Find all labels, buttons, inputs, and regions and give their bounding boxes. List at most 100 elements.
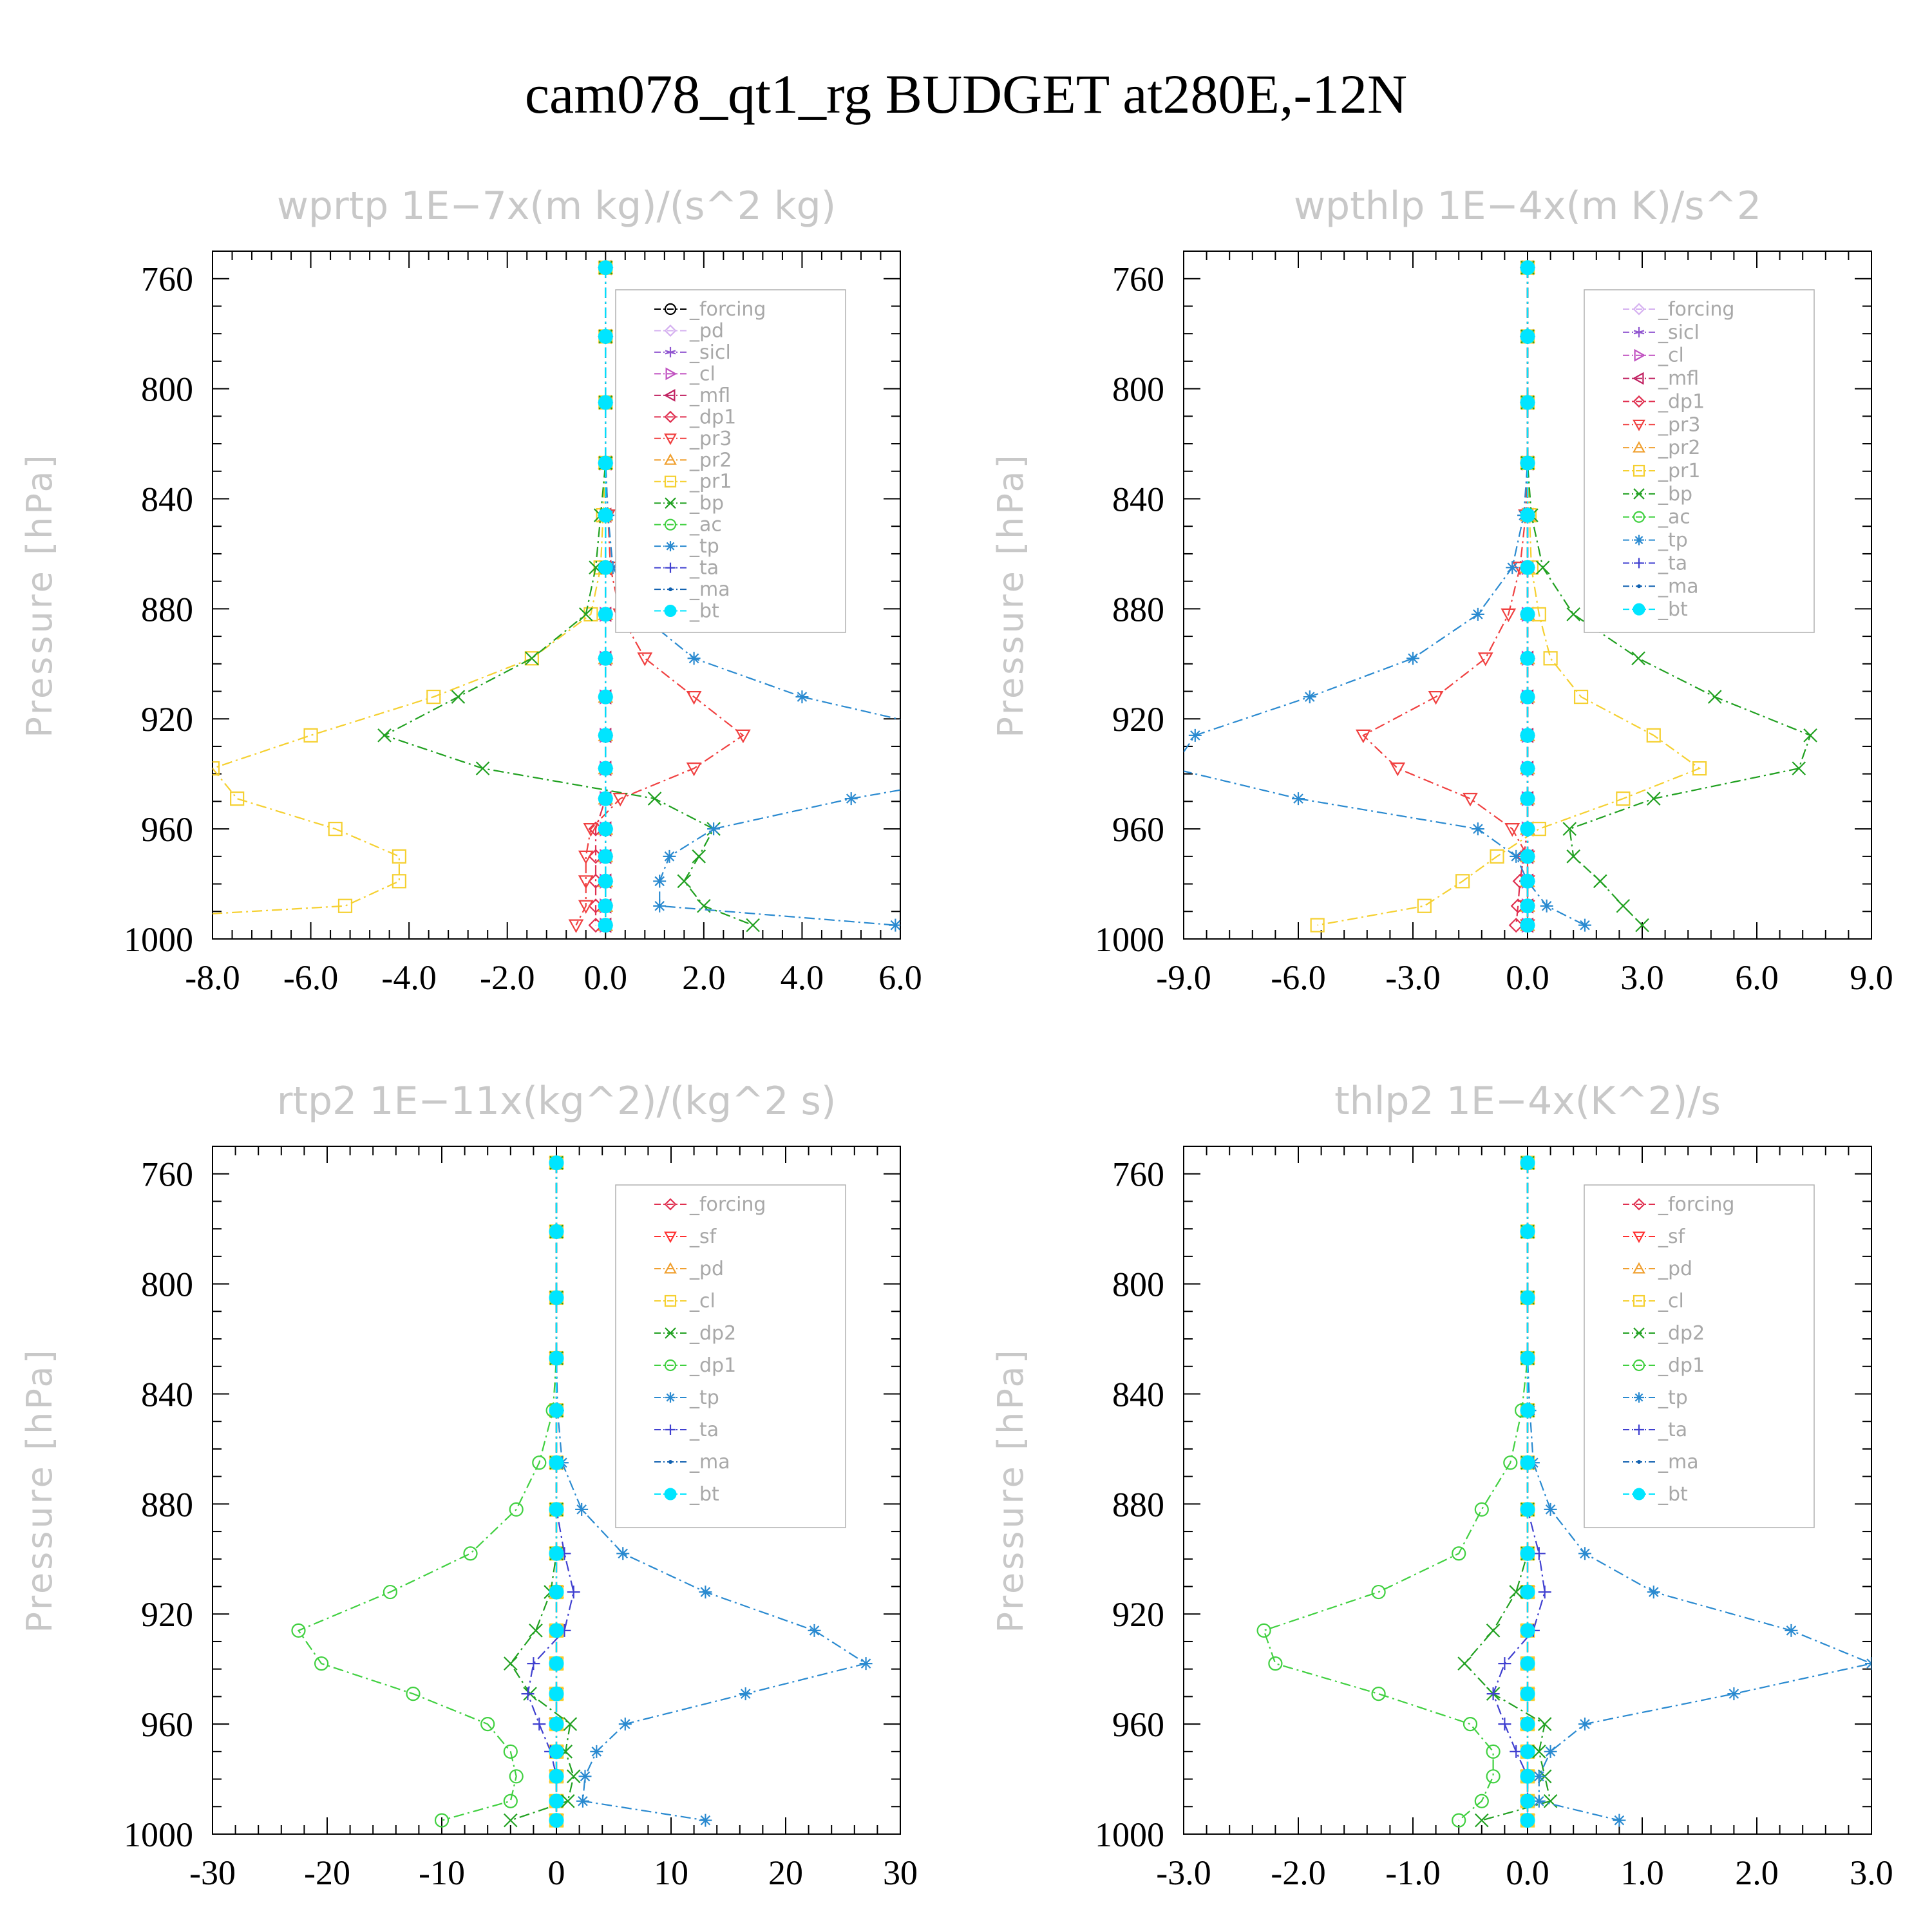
legend-label: _tp <box>689 535 719 558</box>
data-point <box>1727 1687 1741 1701</box>
data-point <box>677 874 692 889</box>
data-point <box>598 761 613 776</box>
data-point <box>575 1502 589 1516</box>
data-point <box>525 651 539 666</box>
series-line-pr1 <box>213 267 607 914</box>
legend-label: _dp1 <box>1658 390 1705 413</box>
data-point <box>509 1769 524 1784</box>
legend-item-tp: _tp <box>1623 529 1688 552</box>
y-axis-label: Pressure [hPa] <box>19 452 60 737</box>
data-point <box>549 1546 564 1561</box>
data-point <box>521 1687 535 1701</box>
legend: _forcing _sf _pd _cl _dp2 _dp1 _tp _ta _ma _bt <box>1584 1184 1815 1528</box>
plot-area <box>213 260 900 933</box>
data-point <box>1520 260 1535 276</box>
legend-label: _cl <box>1658 1290 1684 1312</box>
data-point <box>598 395 613 410</box>
legend-item-pr2: _pr2 <box>654 449 732 471</box>
legend-item-pd: _pd <box>654 319 724 342</box>
legend-label: _pr1 <box>689 471 732 493</box>
legend-label: _pd <box>1658 1258 1692 1280</box>
x-tick-label: 0.0 <box>1506 958 1549 997</box>
data-point <box>1520 689 1535 705</box>
y-tick-label: 920 <box>1112 700 1164 739</box>
data-point <box>1474 1502 1489 1517</box>
data-point <box>377 728 392 743</box>
legend-item-pr2: _pr2 <box>1623 437 1700 459</box>
legend-item-pd: _pd <box>654 1258 724 1280</box>
legend-item-mfl: _mfl <box>1623 368 1699 390</box>
data-point <box>434 1813 450 1828</box>
data-point <box>598 650 613 666</box>
data-point <box>1785 1624 1798 1637</box>
data-point <box>1520 1623 1535 1638</box>
legend-item-bp: _bp <box>654 492 724 515</box>
data-point <box>533 1718 546 1731</box>
x-tick-label: 1.0 <box>1620 1853 1664 1892</box>
x-tick-label: -4.0 <box>381 958 436 997</box>
y-axis-label: Pressure [hPa] <box>19 1347 60 1633</box>
data-point <box>549 1502 564 1517</box>
series-bt <box>549 1155 564 1828</box>
data-point <box>1520 898 1535 914</box>
data-point <box>1792 761 1806 775</box>
data-point <box>653 899 667 913</box>
series-bt <box>1520 1155 1535 1828</box>
data-point <box>598 898 613 914</box>
data-point <box>598 849 613 864</box>
legend-item-dp1: _dp1 <box>1623 1354 1705 1377</box>
data-point <box>1520 455 1535 471</box>
legend-item-dp1: _dp1 <box>1623 390 1705 413</box>
data-point <box>1646 728 1661 743</box>
data-point <box>1452 1813 1466 1828</box>
legend-item-forcing: _forcing <box>654 298 766 321</box>
data-point <box>504 1813 518 1828</box>
data-point <box>303 728 318 743</box>
data-point <box>549 1455 564 1470</box>
panel-title: wpthlp 1E−4x(m K)/s^2 <box>1294 184 1761 229</box>
data-point <box>1573 689 1589 705</box>
series-dp1 <box>1256 1155 1535 1828</box>
data-point <box>598 918 613 933</box>
data-point <box>746 918 760 933</box>
data-point <box>549 1794 564 1809</box>
series-ta <box>1486 1156 1551 1827</box>
data-point <box>549 1768 564 1784</box>
data-point <box>1803 728 1817 743</box>
series-dp2 <box>1457 1155 1558 1828</box>
y-tick-label: 960 <box>141 810 193 849</box>
data-point <box>844 792 858 806</box>
data-point <box>1544 1745 1557 1758</box>
data-point <box>598 791 613 806</box>
data-point <box>503 1744 518 1759</box>
data-point <box>1566 607 1580 621</box>
data-point <box>637 652 653 667</box>
data-point <box>1520 791 1535 806</box>
series-line-pr3 <box>1362 267 1529 925</box>
legend-item-tp: _tp <box>654 535 719 558</box>
x-tick-label: 6.0 <box>1735 958 1779 997</box>
legend-item-forcing: _forcing <box>1623 1193 1734 1216</box>
data-point <box>808 1624 821 1637</box>
y-tick-label: 760 <box>141 1155 193 1194</box>
data-point <box>527 1657 540 1671</box>
legend-label: _bp <box>1658 483 1692 506</box>
data-point <box>1292 792 1305 806</box>
y-tick-label: 800 <box>141 1265 193 1304</box>
data-point <box>598 607 613 622</box>
x-tick-label: -6.0 <box>283 958 338 997</box>
data-point <box>1520 1656 1535 1671</box>
data-point <box>1544 1502 1557 1516</box>
chart-panel-3: rtp2 1E−11x(kg^2)/(kg^2 s) Pressure [hPa]… <box>19 1079 918 1892</box>
legend-label: _ta <box>689 557 719 580</box>
data-point <box>1616 791 1631 806</box>
data-point <box>1635 918 1649 933</box>
data-point <box>549 1155 564 1171</box>
data-point <box>1532 1794 1546 1808</box>
y-tick-label: 1000 <box>1095 920 1164 959</box>
data-point <box>598 689 613 705</box>
data-point <box>230 791 245 806</box>
legend-item-sicl: _sicl <box>654 341 731 364</box>
legend-label: _ta <box>1658 1419 1687 1441</box>
legend-label: _mfl <box>1658 368 1699 390</box>
